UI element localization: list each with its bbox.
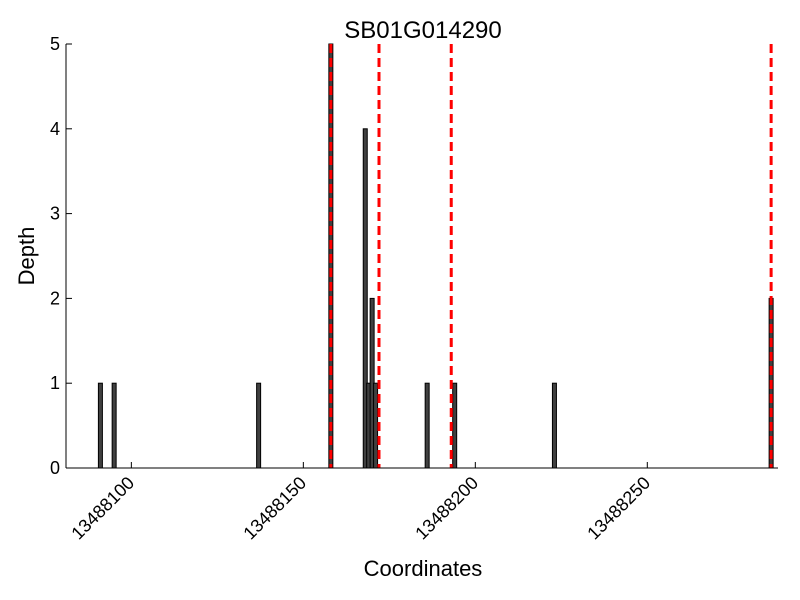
- y-axis-label: Depth: [14, 227, 39, 286]
- bar-2: [256, 382, 262, 469]
- y-tick-label-5: 5: [50, 34, 60, 54]
- y-tick-label-0: 0: [50, 458, 60, 478]
- bar-8: [424, 382, 430, 469]
- x-tick-label-1: 13488150: [239, 473, 310, 544]
- x-tick-label-3: 13488250: [583, 473, 654, 544]
- y-tick-label-3: 3: [50, 204, 60, 224]
- bars-layer: [97, 43, 774, 469]
- y-tick-label-4: 4: [50, 119, 60, 139]
- chart-title: SB01G014290: [344, 17, 501, 44]
- y-tick-label-1: 1: [50, 373, 60, 393]
- reference-lines-layer: [329, 44, 773, 468]
- axes-layer: [65, 44, 778, 469]
- bar-9: [452, 382, 458, 469]
- y-tick-label-2: 2: [50, 288, 60, 308]
- x-tick-label-0: 13488100: [67, 473, 138, 544]
- ticks-layer: 0 1 2 3 4 5 13488100 13488150 13488200 13488250: [50, 34, 654, 543]
- x-axis-label: Coordinates: [364, 556, 483, 581]
- bar-0: [97, 382, 103, 469]
- bar-10: [551, 382, 557, 469]
- bar-1: [111, 382, 117, 469]
- x-tick-label-2: 13488200: [411, 473, 482, 544]
- bar-7: [373, 382, 379, 469]
